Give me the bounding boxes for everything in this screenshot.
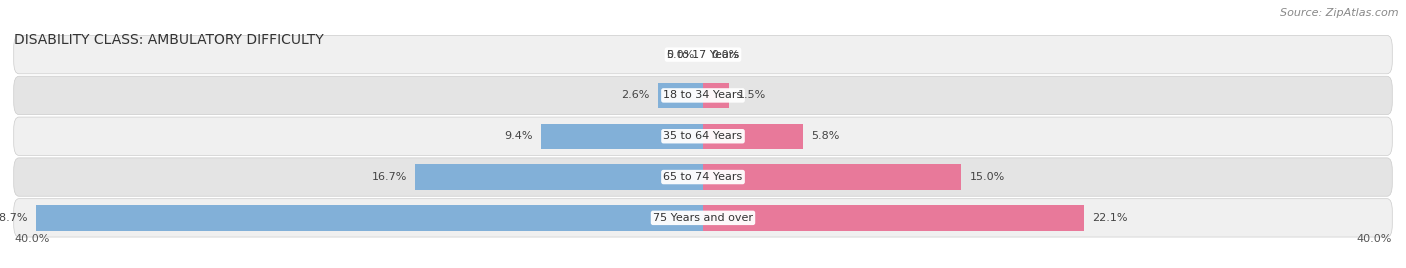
- FancyBboxPatch shape: [14, 117, 1392, 155]
- Text: 75 Years and over: 75 Years and over: [652, 213, 754, 223]
- Text: 16.7%: 16.7%: [371, 172, 406, 182]
- Text: 38.7%: 38.7%: [0, 213, 28, 223]
- Text: 18 to 34 Years: 18 to 34 Years: [664, 90, 742, 100]
- FancyBboxPatch shape: [14, 76, 1392, 115]
- Text: 5 to 17 Years: 5 to 17 Years: [666, 50, 740, 59]
- Bar: [703, 124, 803, 149]
- FancyBboxPatch shape: [14, 199, 1392, 237]
- Text: 40.0%: 40.0%: [14, 234, 49, 244]
- Text: 2.6%: 2.6%: [621, 90, 650, 100]
- Bar: [703, 164, 962, 190]
- Text: 65 to 74 Years: 65 to 74 Years: [664, 172, 742, 182]
- Text: Source: ZipAtlas.com: Source: ZipAtlas.com: [1281, 8, 1399, 18]
- Text: 35 to 64 Years: 35 to 64 Years: [664, 131, 742, 141]
- Text: 22.1%: 22.1%: [1092, 213, 1128, 223]
- Text: 0.0%: 0.0%: [711, 50, 740, 59]
- Bar: [703, 83, 728, 108]
- Text: 9.4%: 9.4%: [503, 131, 533, 141]
- Bar: [415, 164, 703, 190]
- Bar: [37, 205, 703, 230]
- Text: 40.0%: 40.0%: [1357, 234, 1392, 244]
- FancyBboxPatch shape: [14, 35, 1392, 74]
- Text: 15.0%: 15.0%: [970, 172, 1005, 182]
- Text: 0.0%: 0.0%: [666, 50, 695, 59]
- Bar: [658, 83, 703, 108]
- Bar: [703, 205, 1084, 230]
- FancyBboxPatch shape: [14, 158, 1392, 196]
- Bar: [541, 124, 703, 149]
- Text: 1.5%: 1.5%: [738, 90, 766, 100]
- Text: 5.8%: 5.8%: [811, 131, 839, 141]
- Text: DISABILITY CLASS: AMBULATORY DIFFICULTY: DISABILITY CLASS: AMBULATORY DIFFICULTY: [14, 34, 323, 47]
